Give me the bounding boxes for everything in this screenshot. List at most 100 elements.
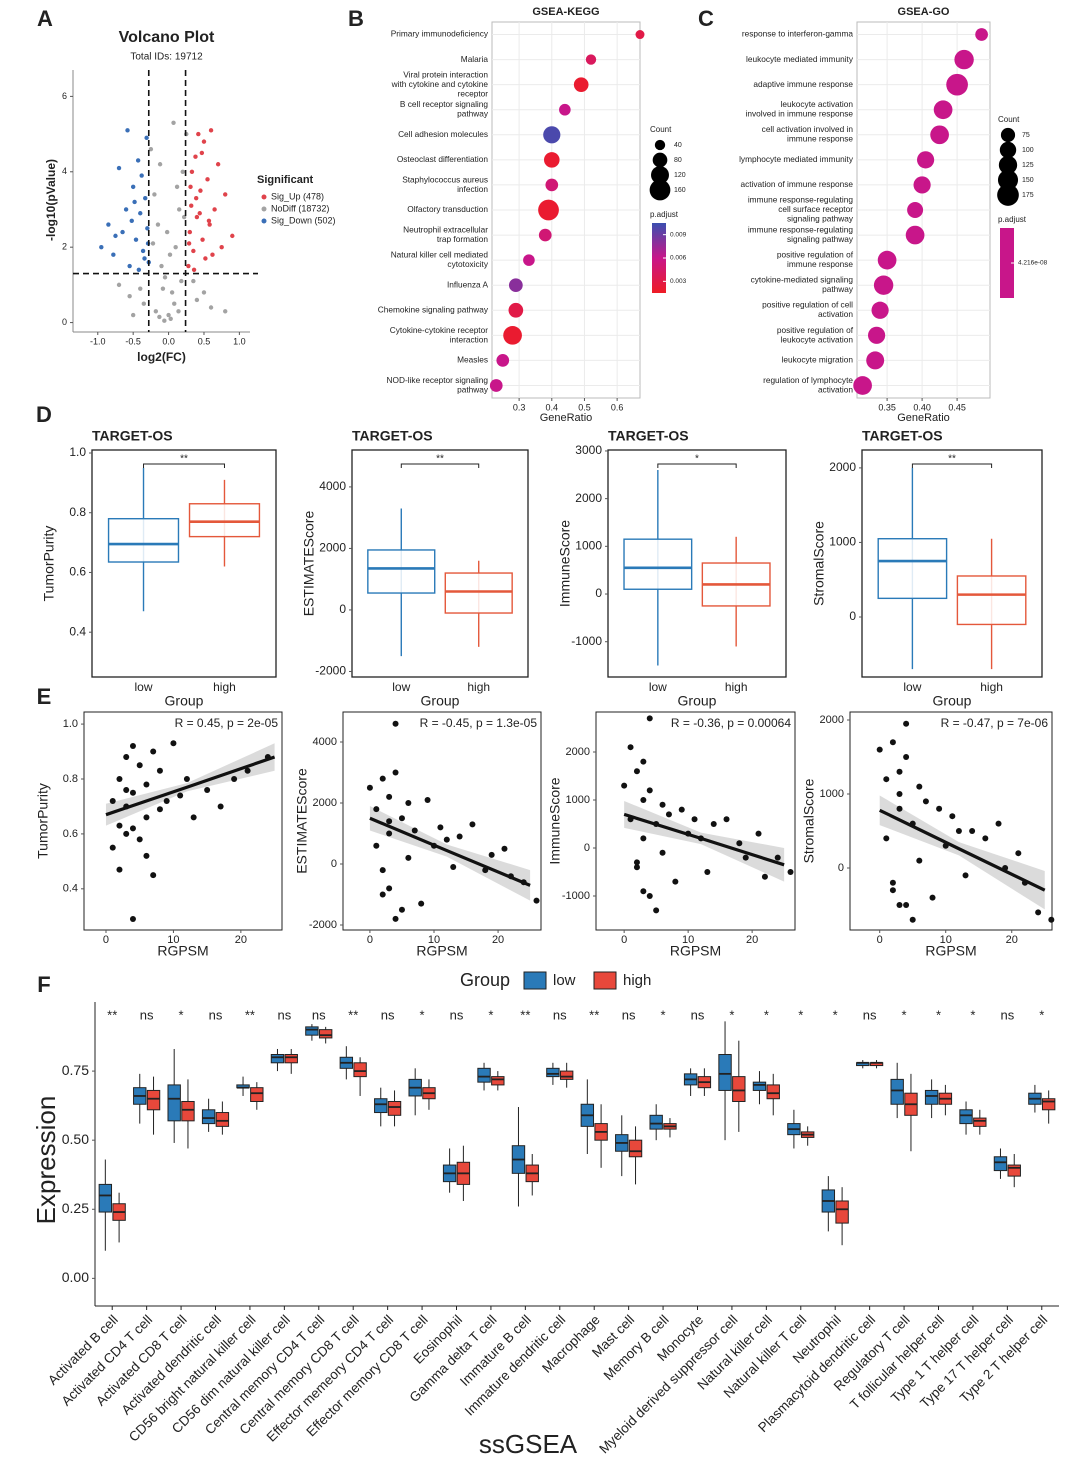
y-tick-label: 4000 [313,736,337,748]
legend-size [1000,127,1016,143]
point [633,859,640,866]
point [129,743,136,750]
legend-size [997,169,1019,191]
point [143,852,150,859]
point [392,915,399,922]
y-axis-label: ImmuneScore [557,520,573,607]
legend-label: Sig_Down (502) [271,215,336,225]
point [659,801,666,808]
point [191,278,196,284]
box [491,1076,505,1086]
legend-title: Count [650,125,672,134]
significance-bracket [657,463,737,468]
point [171,120,176,125]
point [210,252,215,257]
point [194,297,200,303]
box [107,517,180,563]
category-label: infection [457,184,488,194]
point [143,814,150,821]
panel-label: F [37,972,50,997]
point [142,256,147,261]
box [167,1084,181,1122]
point [129,916,136,923]
x-axis-label: GeneRatio [897,412,950,424]
chart-subtitle: Total IDs: 19712 [130,52,203,63]
annotation: R = -0.47, p = 7e-06 [941,716,1049,730]
significance-label: ** [245,1007,255,1022]
box [250,1087,264,1102]
category-label: Malaria [461,54,489,64]
point [140,248,146,254]
x-tick-label: 20 [746,934,758,946]
legend-size [998,155,1018,175]
y-tick-label: 3000 [575,443,602,457]
y-tick-label: 0 [62,317,67,327]
colorbar [652,223,666,293]
box [353,1062,367,1078]
significance-label: ns [863,1007,877,1022]
point [903,901,910,908]
dot [954,49,974,70]
point [150,748,157,755]
legend-title: p.adjust [998,215,1027,224]
point [223,309,228,314]
colorbar-label: 0.009 [670,231,687,238]
category-label: positive regulation of [777,250,854,260]
category-label: Viral protein interaction [403,69,488,79]
x-tick-label: -1.0 [90,336,106,346]
x-tick-label: 10 [428,934,440,946]
significance-label: * [970,1007,975,1022]
point [411,827,418,834]
legend-label: Sig_Up (478) [271,191,324,201]
point [186,241,192,246]
x-axis-label: log2(FC) [137,350,186,364]
point [157,314,162,320]
point [223,192,228,197]
x-tick-label: 0 [367,934,373,946]
x-tick-label: 0.5 [578,402,591,412]
category-label: regulation of lymphocyte [763,375,853,385]
box [1041,1098,1056,1111]
legend-title: Significant [257,174,314,186]
box [188,503,261,538]
point [170,740,177,747]
significance-label: * [420,1007,425,1022]
box [367,549,436,594]
significance-label: ** [948,454,956,465]
box [477,1067,491,1083]
significance-label: ns [622,1007,636,1022]
y-tick-label: 0 [584,842,590,854]
point [145,226,150,231]
x-axis-label: RGPSM [416,943,467,959]
y-axis-label: StromalScore [811,521,827,606]
x-axis-label: Group [165,693,204,709]
annotation: R = -0.45, p = 1.3e-05 [420,716,538,730]
x-tick-label: 0.40 [913,402,931,412]
box [835,1200,849,1224]
dot [489,379,503,392]
point [955,827,962,834]
point [896,901,903,908]
point [129,825,136,832]
point [627,744,634,751]
point [1035,909,1042,916]
point [736,840,743,847]
point [889,739,896,746]
category-label: leukocyte mediated immunity [746,54,854,64]
legend-size [649,179,671,201]
box [318,1029,333,1039]
category-label: activation of immune response [740,179,853,189]
y-tick-label: -1000 [571,634,602,648]
point [386,793,393,800]
point [99,244,104,250]
legend-swatch [593,971,617,990]
point [168,316,173,322]
category-label: activation [818,309,853,319]
point [398,815,405,822]
point [982,835,989,842]
x-tick-label: 0.0 [162,336,175,346]
category-label: Cytokine-cytokine receptor [390,325,488,335]
point [193,195,199,201]
point [177,792,184,799]
x-axis-label: RGPSM [925,943,976,959]
